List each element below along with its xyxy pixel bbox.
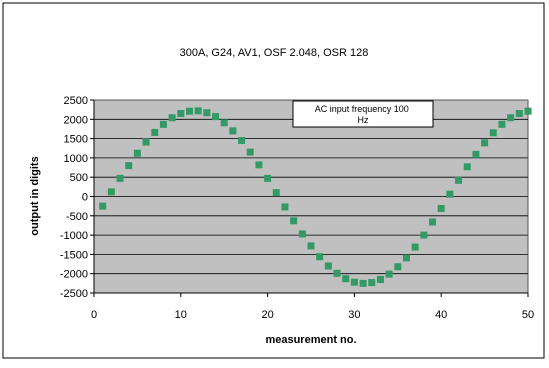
grid-layer bbox=[94, 118, 528, 275]
data-point bbox=[212, 113, 220, 121]
data-point bbox=[185, 107, 193, 115]
data-point bbox=[333, 269, 341, 277]
annotation-line-1: AC input frequency 100 bbox=[315, 104, 409, 114]
data-point bbox=[142, 138, 150, 146]
data-point bbox=[507, 114, 515, 122]
x-tick-label: 40 bbox=[435, 309, 447, 321]
data-point bbox=[316, 253, 324, 261]
data-point bbox=[437, 204, 445, 212]
data-point bbox=[290, 217, 298, 225]
annotation-line-2: Hz bbox=[358, 115, 369, 125]
data-point bbox=[515, 110, 523, 118]
y-axis-label: output in digits bbox=[29, 156, 41, 235]
data-point bbox=[229, 127, 237, 135]
data-point bbox=[168, 114, 176, 122]
data-point bbox=[159, 120, 167, 128]
data-point bbox=[350, 278, 358, 286]
data-point bbox=[116, 174, 124, 182]
data-point bbox=[125, 162, 133, 170]
data-point bbox=[203, 109, 211, 117]
y-tick-label: -1000 bbox=[60, 230, 88, 242]
y-tick-label: -2500 bbox=[60, 288, 88, 300]
annotation-box: AC input frequency 100 Hz bbox=[292, 100, 434, 128]
data-point bbox=[194, 107, 202, 115]
y-tick-label: 1500 bbox=[64, 134, 88, 146]
annotation-frame bbox=[292, 100, 434, 128]
data-point bbox=[342, 275, 350, 283]
data-point bbox=[151, 128, 159, 136]
data-point bbox=[324, 262, 332, 270]
data-point bbox=[246, 148, 254, 156]
y-tick-label: 2000 bbox=[64, 114, 88, 126]
data-point bbox=[376, 275, 384, 283]
data-point bbox=[472, 150, 480, 158]
data-point bbox=[368, 279, 376, 287]
data-point bbox=[420, 231, 428, 239]
data-point bbox=[385, 270, 393, 278]
x-tick-label: 0 bbox=[91, 309, 97, 321]
chart-title: 300A, G24, AV1, OSF 2.048, OSR 128 bbox=[180, 47, 369, 59]
data-point bbox=[107, 188, 115, 196]
data-point bbox=[307, 242, 315, 250]
data-point bbox=[489, 129, 497, 137]
data-point bbox=[359, 279, 367, 287]
data-point bbox=[177, 110, 185, 118]
data-point bbox=[524, 107, 532, 115]
x-tick-label: 50 bbox=[522, 309, 534, 321]
x-tick-label: 30 bbox=[348, 309, 360, 321]
data-point bbox=[498, 120, 506, 128]
axis-layer: -2500-2000-1500-1000-5000500100015002000… bbox=[60, 95, 534, 321]
data-point bbox=[255, 161, 263, 169]
data-point bbox=[455, 176, 463, 184]
y-tick-label: -2000 bbox=[60, 269, 88, 281]
y-tick-label: 1000 bbox=[64, 153, 88, 165]
data-point bbox=[238, 137, 246, 145]
marker-layer bbox=[99, 107, 532, 287]
data-point bbox=[133, 149, 141, 157]
y-tick-label: -1500 bbox=[60, 249, 88, 261]
y-tick-label: 500 bbox=[70, 172, 88, 184]
x-tick-label: 20 bbox=[261, 309, 273, 321]
data-point bbox=[402, 254, 410, 262]
y-tick-label: -500 bbox=[66, 211, 88, 223]
y-tick-label: 0 bbox=[82, 192, 88, 204]
data-point bbox=[264, 174, 272, 182]
data-point bbox=[429, 218, 437, 226]
y-tick-label: 2500 bbox=[64, 95, 88, 107]
data-point bbox=[272, 189, 280, 197]
data-point bbox=[446, 190, 454, 198]
annotation-text: AC input frequency 100 Hz bbox=[315, 104, 412, 125]
data-point bbox=[298, 230, 306, 238]
data-point bbox=[281, 203, 289, 211]
data-point bbox=[220, 119, 228, 127]
data-point bbox=[394, 263, 402, 271]
data-point bbox=[411, 243, 419, 251]
data-point bbox=[99, 202, 107, 210]
data-point bbox=[463, 163, 471, 171]
x-tick-label: 10 bbox=[175, 309, 187, 321]
data-point bbox=[481, 139, 489, 147]
x-axis-label: measurement no. bbox=[265, 334, 356, 346]
